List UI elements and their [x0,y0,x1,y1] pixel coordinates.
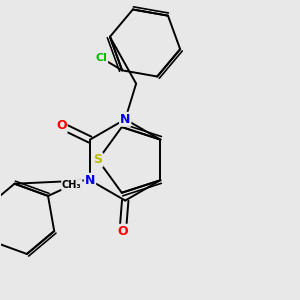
Text: N: N [85,174,95,187]
Text: O: O [117,225,128,238]
Text: N: N [120,113,130,126]
Text: S: S [93,153,102,167]
Text: O: O [56,119,67,132]
Text: CH₃: CH₃ [62,180,82,190]
Text: Cl: Cl [95,53,107,63]
